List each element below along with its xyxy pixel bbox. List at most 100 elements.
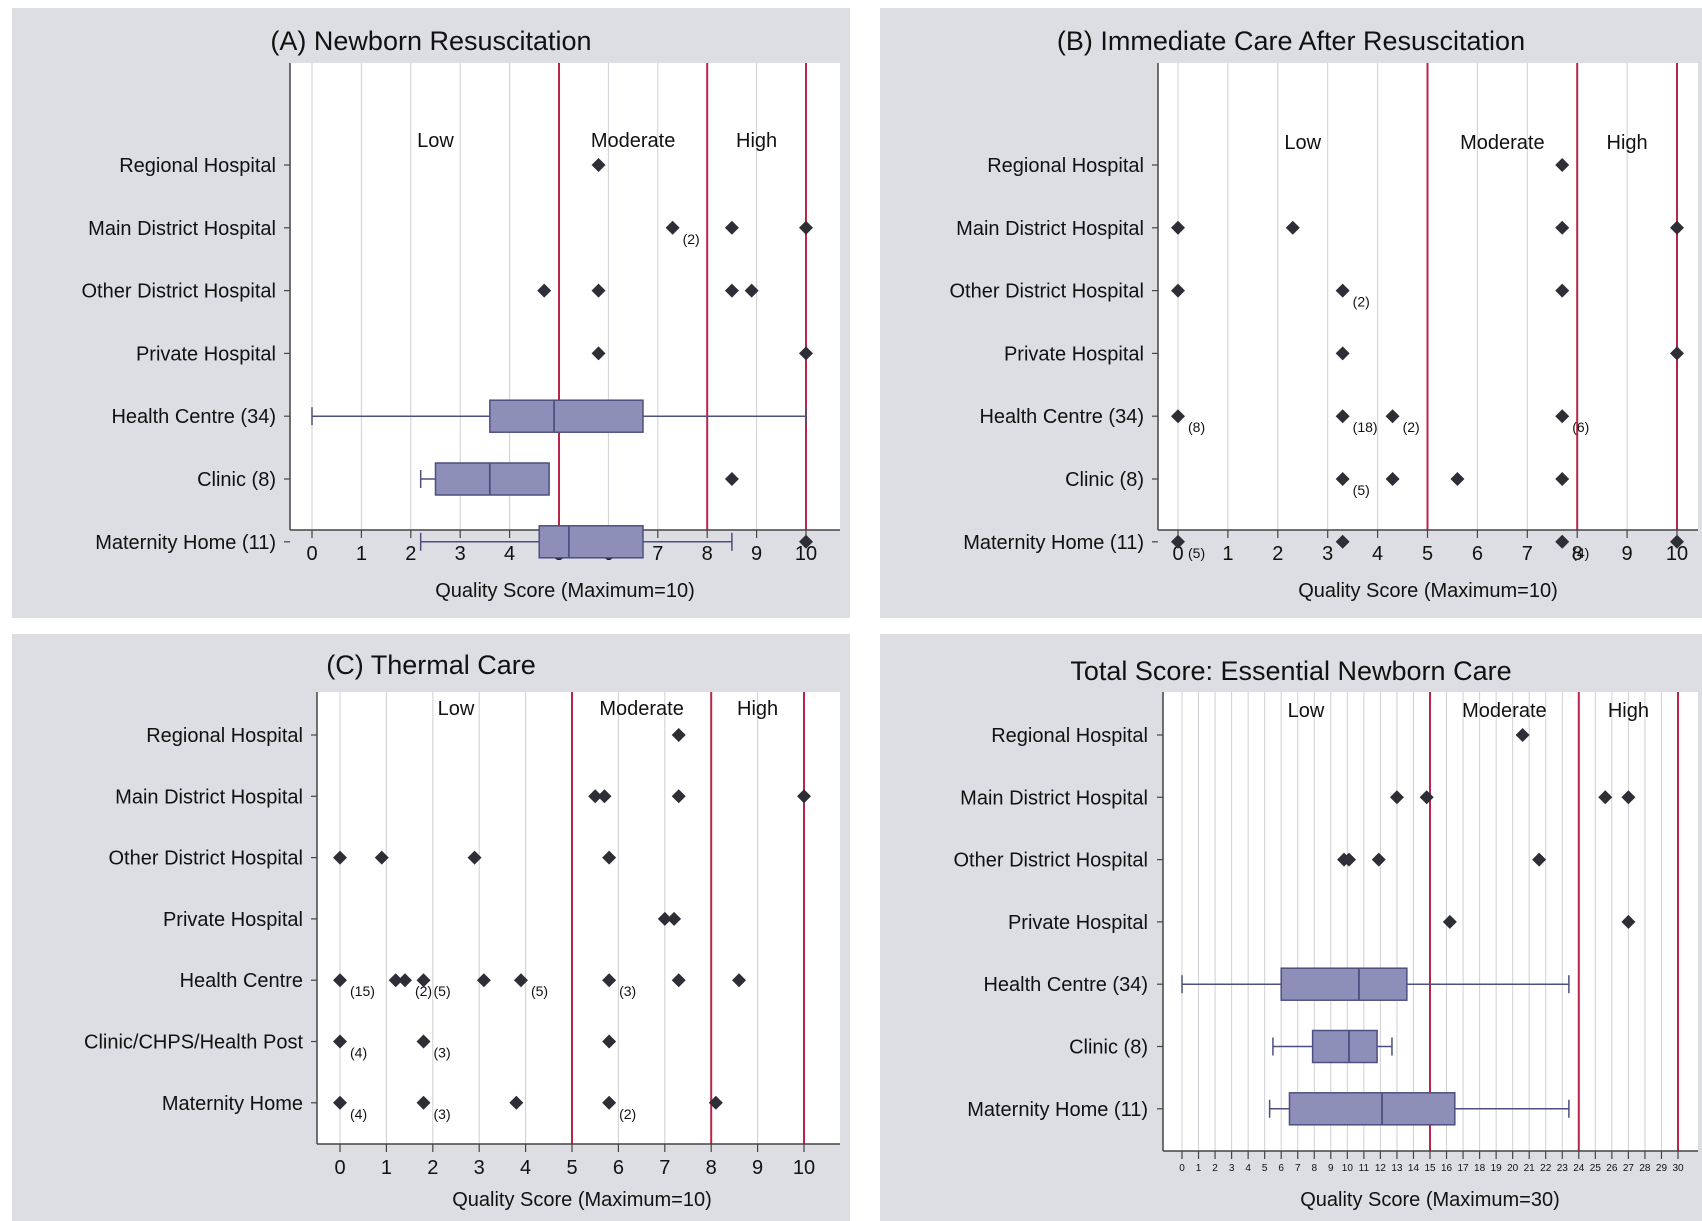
data-point [708,1095,723,1110]
x-tick-label: 29 [1656,1163,1668,1174]
x-axis-title: Quality Score (Maximum=30) [1300,1189,1560,1211]
point-count-label: (2) [683,231,700,247]
x-tick-label: 16 [1441,1163,1453,1174]
x-tick-label: 9 [752,1157,763,1179]
x-tick-label: 8 [1572,543,1583,565]
data-point [333,1095,347,1110]
category-label: Regional Hospital [991,725,1148,747]
box-iqr [1288,1092,1456,1126]
data-point [732,973,747,988]
data-point [588,789,603,804]
category-label: Maternity Home (11) [967,1099,1148,1121]
data-point [671,973,686,988]
category-label: Regional Hospital [119,155,276,177]
data-point [671,728,686,742]
data-point [591,346,606,361]
zone-label: Moderate [591,130,676,152]
data-point [799,534,813,549]
category-label: Maternity Home [162,1093,303,1115]
category-label: Regional Hospital [146,725,303,747]
x-tick-label: 8 [1311,1163,1317,1174]
x-tick-label: 6 [1472,543,1483,565]
data-point [1598,790,1613,805]
x-tick-label: 7 [652,543,663,565]
category-label: Health Centre [180,970,303,992]
x-tick-label: 7 [1522,543,1533,565]
x-tick-label: 15 [1424,1163,1436,1174]
data-point [1555,158,1570,172]
x-tick-label: 5 [1262,1163,1268,1174]
data-point [467,850,482,865]
data-point [416,1095,431,1110]
x-tick-label: 27 [1623,1163,1635,1174]
category-label: Health Centre (34) [983,974,1148,996]
x-tick-label: 3 [1229,1163,1235,1174]
data-point [1555,220,1570,235]
x-tick-label: 3 [474,1157,485,1179]
x-tick-label: 0 [334,1157,345,1179]
x-tick-label: 9 [1622,543,1633,565]
data-point [724,283,739,298]
category-label: Health Centre (34) [979,406,1144,428]
chart-title: (B) Immediate Care After Resuscitation [1056,26,1526,56]
chart-panel-c: (C) Thermal Care Low Moderate High 0 1 2 3 4 5 6 7… [12,634,850,1221]
category-label: Other District Hospital [82,281,277,303]
zone-label: Moderate [599,698,684,720]
x-tick-label: 8 [706,1157,717,1179]
point-count-label: (3) [434,1045,451,1061]
data-point [1555,283,1570,298]
point-count-label: (5) [531,983,548,999]
data-point [513,973,528,988]
zone-label: High [737,698,778,720]
data-point [724,220,739,235]
point-count-label: (4) [350,1045,367,1061]
x-tick-label: 18 [1474,1163,1486,1174]
data-point [374,850,389,865]
chart-plot-b: Low Moderate High 0 1 2 3 4 5 6 7 8 9 10 Regional Hosp… [950,63,1698,565]
point-count-label: (4) [350,1106,367,1122]
point-count-label: (5) [1353,482,1370,498]
x-tick-label: 1 [356,543,367,565]
data-point [671,789,686,804]
plot-area [317,692,840,1144]
x-tick-label: 21 [1524,1163,1536,1174]
x-tick-label: 22 [1540,1163,1552,1174]
zone-label: Low [417,130,454,152]
data-point [1621,914,1636,929]
box-iqr [1311,1029,1378,1064]
data-point [416,1034,431,1049]
x-tick-label: 14 [1408,1163,1420,1174]
plot-area [290,63,840,530]
data-point [602,973,617,988]
x-tick-label: 10 [795,543,817,565]
x-tick-label: 6 [1278,1163,1284,1174]
x-tick-label: 10 [1666,543,1688,565]
x-tick-label: 0 [306,543,317,565]
box-iqr [1280,967,1408,1001]
chart-title: (A) Newborn Resuscitation [270,26,592,56]
point-count-label: (2) [619,1106,636,1122]
data-point [1670,534,1684,549]
data-point [1285,220,1300,235]
data-point [602,850,617,865]
data-point [1555,409,1570,424]
category-label: Private Hospital [163,909,303,931]
chart-panel-d: Total Score: Essential Newborn Care Low M… [880,634,1702,1221]
data-point [333,973,347,988]
category-label: Clinic (8) [1065,469,1144,491]
data-point [1385,409,1400,424]
data-point [799,346,813,361]
data-point [1341,852,1356,867]
chart-title: Total Score: Essential Newborn Care [1070,656,1512,686]
data-point [1670,346,1684,361]
x-tick-label: 17 [1458,1163,1470,1174]
data-point [602,1095,617,1110]
category-label: Main District Hospital [115,786,303,808]
point-count-label: (5) [1188,545,1205,561]
box-iqr [434,462,550,496]
data-point [744,283,759,298]
x-tick-label: 4 [504,543,515,565]
data-point [597,789,612,804]
